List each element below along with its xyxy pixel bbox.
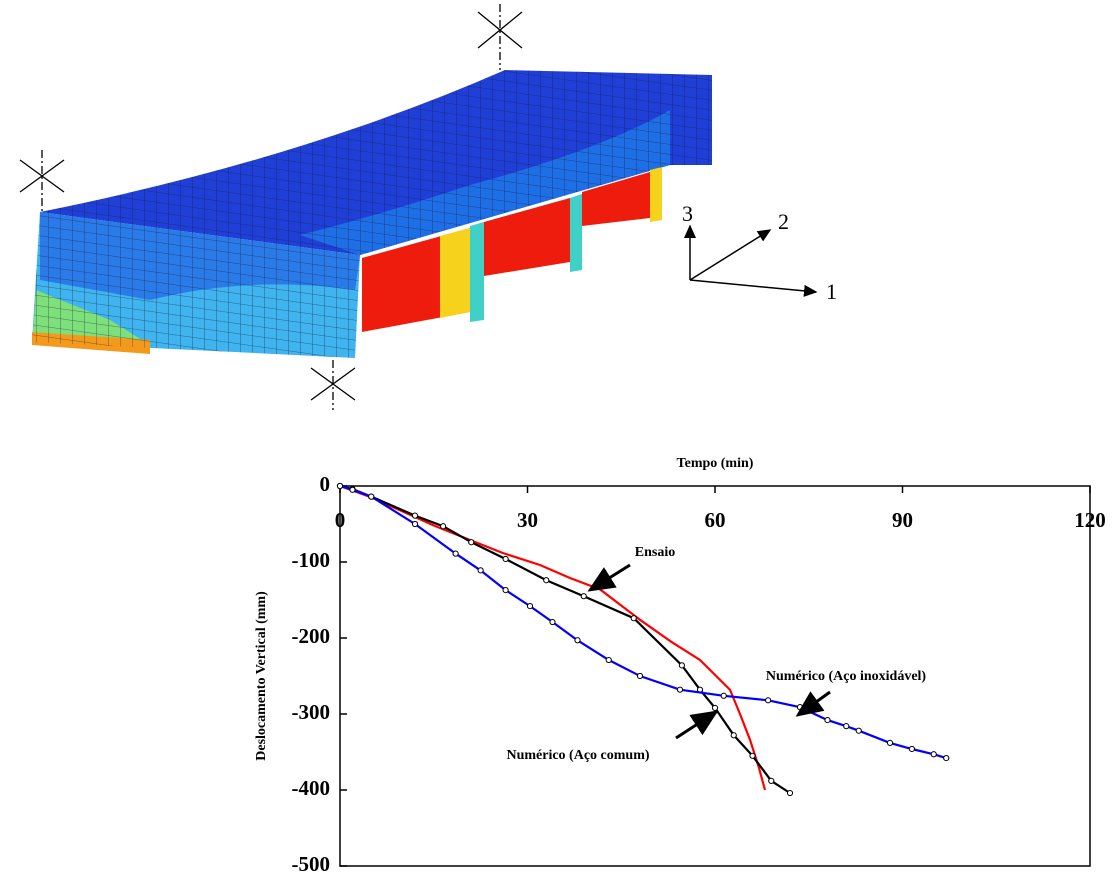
web [650, 167, 662, 222]
annotation-arrow [590, 565, 630, 590]
data-point [931, 752, 936, 757]
y-tick-label: -100 [292, 548, 331, 572]
y-tick-label: 0 [320, 472, 331, 496]
x-tick-label: 90 [892, 508, 913, 532]
data-point [909, 746, 914, 751]
figure: 3 2 1 Tempo (min) Deslocamento Vertical … [0, 0, 1113, 872]
y-tick-label: -400 [292, 776, 331, 800]
data-point [631, 616, 636, 621]
fem-model: 3 2 1 [20, 4, 837, 410]
data-point [887, 740, 892, 745]
data-point [350, 487, 355, 492]
data-point [637, 673, 642, 678]
data-point [441, 524, 446, 529]
annotation: Numérico (Aço comum) [506, 748, 649, 763]
axis-label: 2 [778, 209, 789, 234]
data-point [550, 619, 555, 624]
data-point [797, 705, 802, 710]
y-tick-label: -300 [292, 700, 331, 724]
data-point [712, 705, 717, 710]
web [570, 194, 582, 272]
data-point [412, 521, 417, 526]
data-point [844, 724, 849, 729]
x-tick-label: 30 [517, 508, 538, 532]
y-tick-label: -500 [292, 852, 331, 872]
annotation: Ensaio [635, 545, 675, 560]
x-tick-label: 60 [705, 508, 726, 532]
axis-label: 3 [682, 201, 693, 226]
data-point [369, 494, 374, 499]
data-point [721, 693, 726, 698]
axis-label: 1 [826, 279, 837, 304]
data-point [787, 790, 792, 795]
y-tick-label: -200 [292, 624, 331, 648]
data-point [856, 728, 861, 733]
annotation: Numérico (Aço inoxidável) [766, 669, 927, 684]
data-point [679, 663, 684, 668]
annotation-arrow [798, 692, 830, 715]
x-axis-label: Tempo (min) [677, 456, 754, 471]
data-point [469, 540, 474, 545]
data-point [453, 551, 458, 556]
web-edge [440, 228, 470, 318]
data-point [527, 603, 532, 608]
data-point [337, 483, 342, 488]
x-tick-label: 120 [1074, 508, 1106, 532]
series-line [340, 486, 765, 790]
data-point [503, 556, 508, 561]
data-point [575, 638, 580, 643]
data-point [944, 755, 949, 760]
web [470, 222, 484, 322]
data-point [825, 717, 830, 722]
data-point [544, 578, 549, 583]
annotation-arrow [676, 712, 716, 738]
series-line [340, 486, 790, 793]
data-point [581, 594, 586, 599]
data-point [766, 698, 771, 703]
data-point [606, 657, 611, 662]
data-point [769, 778, 774, 783]
data-point [750, 753, 755, 758]
x-tick-label: 0 [335, 508, 346, 532]
data-point [503, 588, 508, 593]
triad [690, 226, 816, 292]
data-point [412, 513, 417, 518]
data-point [731, 733, 736, 738]
y-axis-label: Deslocamento Vertical (mm) [254, 591, 269, 761]
data-point [478, 568, 483, 573]
data-point [677, 687, 682, 692]
